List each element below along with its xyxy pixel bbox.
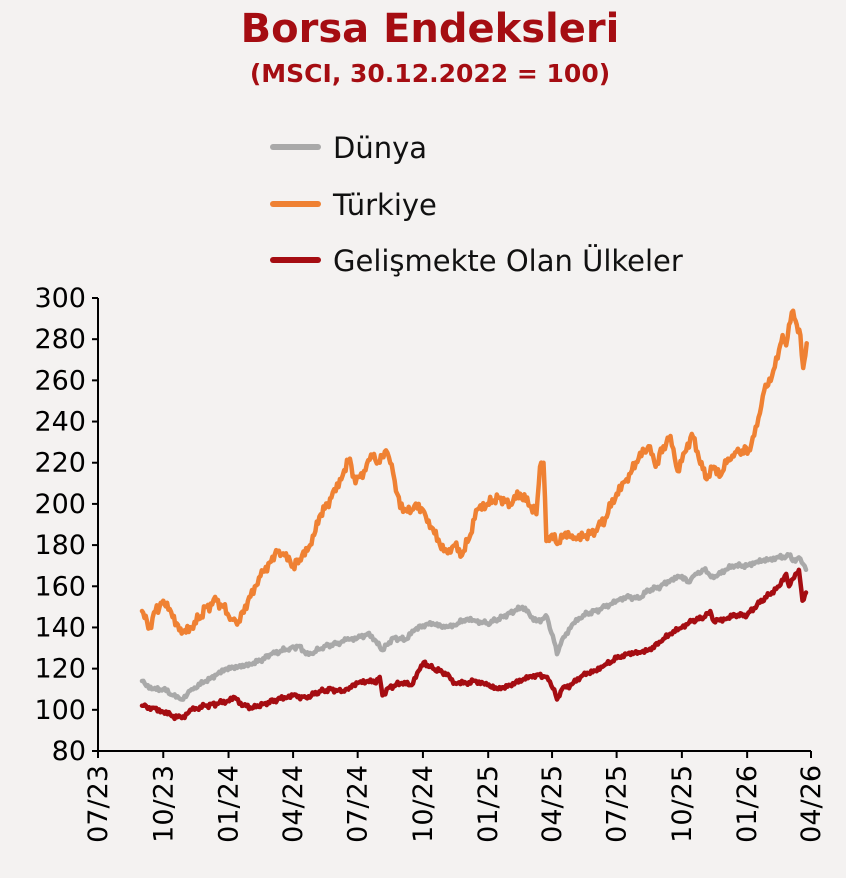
legend-label-0: Dünya bbox=[333, 131, 427, 165]
x-tick-label: 04/26 bbox=[796, 765, 827, 843]
y-tick-label: 160 bbox=[34, 571, 86, 602]
chart-subtitle: (MSCI, 30.12.2022 = 100) bbox=[250, 59, 610, 88]
series-line-2 bbox=[139, 567, 809, 722]
x-tick-label: 10/25 bbox=[667, 765, 698, 843]
y-tick-label: 120 bbox=[34, 654, 86, 685]
x-tick-label: 10/23 bbox=[148, 765, 179, 843]
x-tick-label: 04/24 bbox=[278, 765, 309, 843]
y-ticks: 80 100 120 140 160 180 200 220 240 260 280 300 bbox=[34, 283, 98, 767]
plot-area: 80 100 120 140 160 180 200 220 240 260 280 300 07/2… bbox=[34, 283, 827, 843]
y-tick-label: 240 bbox=[34, 407, 86, 438]
legend-label-1: Türkiye bbox=[332, 188, 437, 222]
series-line-0 bbox=[139, 551, 809, 702]
y-tick-label: 140 bbox=[34, 612, 86, 643]
x-ticks: 07/23 10/23 01/24 04/24 07/24 10/24 01/25 04/25… bbox=[83, 751, 827, 843]
y-tick-label: 80 bbox=[52, 736, 86, 767]
series-lines bbox=[139, 308, 809, 722]
x-tick-label: 04/25 bbox=[537, 765, 568, 843]
legend-label-2: Gelişmekte Olan Ülkeler bbox=[333, 244, 683, 278]
chart-title: Borsa Endeksleri bbox=[241, 6, 620, 52]
x-tick-label: 07/25 bbox=[602, 765, 633, 843]
x-tick-label: 01/24 bbox=[214, 765, 245, 843]
x-tick-label: 01/26 bbox=[732, 765, 763, 843]
legend: Dünya Türkiye Gelişmekte Olan Ülkeler bbox=[270, 131, 683, 278]
series-line-1 bbox=[139, 308, 809, 636]
x-tick-label: 01/25 bbox=[473, 765, 504, 843]
y-tick-label: 100 bbox=[34, 695, 86, 726]
y-tick-label: 280 bbox=[34, 324, 86, 355]
x-tick-label: 07/24 bbox=[343, 765, 374, 843]
y-tick-label: 200 bbox=[34, 489, 86, 520]
y-tick-label: 220 bbox=[34, 448, 86, 479]
y-tick-label: 260 bbox=[34, 365, 86, 396]
x-tick-label: 10/24 bbox=[408, 765, 439, 843]
y-tick-label: 300 bbox=[34, 283, 86, 314]
x-tick-label: 07/23 bbox=[83, 765, 114, 843]
y-tick-label: 180 bbox=[34, 530, 86, 561]
